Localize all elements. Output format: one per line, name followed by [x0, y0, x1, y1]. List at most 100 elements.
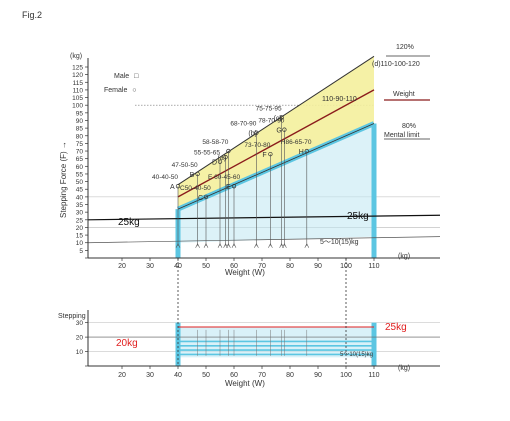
bottom-20kg-label: 20kg	[116, 338, 138, 349]
data-point-letter: F	[262, 152, 266, 159]
top-y-tick-label: 10	[76, 240, 84, 247]
top-y-unit: (kg)	[70, 53, 82, 60]
data-point-label: H86-65-70	[281, 139, 312, 146]
data-point-label: 55-55-65	[194, 150, 220, 157]
top-x-tick-label: 50	[202, 263, 210, 270]
data-point-letter: (c)	[274, 115, 282, 122]
top-y-tick-label: 80	[76, 133, 84, 140]
data-point-marker	[304, 148, 309, 154]
label-mental-limit: Mental limit	[384, 132, 419, 139]
figure-label: Fig.2	[22, 10, 43, 20]
bottom-x-axis-label: Weight (W)	[225, 379, 265, 388]
point-base-arrow	[254, 243, 259, 248]
data-point-label: 40-40-50	[152, 174, 178, 181]
point-base-arrow	[231, 243, 237, 248]
data-point-label: 75-75-95	[256, 105, 282, 112]
data-point-label: 73-70-80	[244, 142, 270, 149]
top-y-tick-label: 100	[72, 103, 83, 110]
series-weight-line	[177, 89, 375, 198]
top-y-tick-label: 60	[76, 164, 84, 171]
top-y-tick-label: 40	[76, 194, 84, 201]
data-point-marker	[268, 151, 273, 157]
data-point-marker	[223, 155, 228, 160]
data-point-marker	[254, 130, 259, 135]
bottom-y-ticks: 10 20 30	[76, 320, 88, 367]
threshold-25kg-right-label: 25kg	[347, 211, 369, 222]
data-point-marker	[203, 194, 209, 200]
top-y-axis-label: Stepping Force (F) →	[59, 141, 68, 218]
top-x-tick-label: 80	[286, 263, 294, 270]
data-point-letter: E	[226, 184, 231, 191]
bottom-5-10kg-label: 5～10(15)kg	[340, 352, 373, 358]
bottom-x-tick-label: 40	[174, 372, 182, 379]
top-y-tick-label: 105	[72, 95, 83, 102]
point-base-arrow	[268, 243, 273, 248]
top-y-tick-label: 65	[76, 156, 84, 163]
bottom-x-tick-label: 100	[340, 372, 352, 379]
threshold-5-10kg-label: 5～10(15)kg	[320, 239, 359, 246]
data-point-letter: G	[276, 128, 281, 135]
data-point-marker	[231, 184, 237, 189]
threshold-25kg-left-label: 25kg	[118, 217, 140, 228]
series-120-percent-line	[177, 55, 375, 186]
data-point-label: 78-70-90	[258, 118, 284, 125]
top-y-tick-label: 90	[76, 118, 84, 125]
top-lines	[87, 55, 441, 244]
bottom-x-ticks: 20 30 40 50 60 70 80 90 100 110	[118, 366, 380, 379]
bottom-x-unit: (kg)	[398, 365, 410, 372]
label-110-90-110: 110-90-110	[322, 96, 357, 103]
top-y-tick-label: 95	[76, 110, 84, 117]
top-x-axis-label: Weight (W)	[225, 268, 265, 277]
bottom-x-tick-label: 50	[202, 372, 210, 379]
bottom-y-tick-label: 10	[76, 349, 84, 356]
threshold-25kg-line	[87, 214, 441, 221]
bottom-x-tick-label: 20	[118, 372, 126, 379]
top-y-ticks: 5101520253035404550556065707580859095100…	[72, 65, 88, 259]
bottom-25kg-label: 25kg	[385, 322, 407, 333]
bottom-bands	[88, 322, 440, 366]
top-y-tick-label: 125	[72, 65, 83, 72]
bottom-x-tick-label: 60	[230, 372, 238, 379]
point-base-arrow	[175, 243, 181, 248]
data-point-letter: (b)	[248, 131, 257, 138]
label-weight: Weight	[393, 91, 415, 98]
cyan-region	[178, 123, 374, 243]
data-point-letter: H	[299, 149, 304, 156]
data-point-marker	[217, 159, 223, 164]
top-y-tick-label: 20	[76, 225, 84, 232]
label-d-point: (d)110-100-120	[372, 61, 420, 68]
bottom-x-tick-label: 70	[258, 372, 266, 379]
point-base-arrow	[304, 243, 310, 248]
label-80-percent: 80%	[402, 123, 416, 130]
top-y-tick-label: 5	[79, 248, 83, 255]
point-base-arrow	[195, 243, 200, 248]
top-y-tick-label: 120	[72, 72, 83, 79]
bottom-x-tick-label: 110	[368, 372, 379, 379]
legend-female: Female ○	[104, 87, 137, 94]
data-point-letter: D	[212, 160, 217, 167]
data-point-label: E 60-45-60	[208, 174, 241, 181]
data-point-marker	[279, 115, 284, 120]
top-y-tick-label: 115	[73, 80, 84, 87]
series-80-percent-line	[177, 123, 375, 210]
bottom-y-axis-label: Stepping	[58, 313, 86, 320]
top-bands	[175, 56, 377, 258]
data-point-letter: C	[198, 195, 203, 202]
top-x-tick-label: 90	[314, 263, 322, 270]
point-base-arrow	[203, 243, 209, 248]
legend-male: Male □	[114, 73, 139, 80]
top-y-tick-label: 85	[76, 126, 84, 133]
point-base-arrow	[282, 243, 287, 248]
data-point-label: C50-40-50	[180, 185, 211, 192]
bottom-x-tick-label: 80	[286, 372, 294, 379]
top-y-tick-label: 45	[76, 187, 84, 194]
data-point-marker	[226, 148, 231, 154]
top-y-tick-label: 25	[76, 217, 84, 224]
data-point-marker	[175, 184, 181, 189]
top-x-tick-label: 110	[368, 263, 379, 270]
top-x-tick-label: 70	[258, 263, 266, 270]
top-y-tick-label: 75	[76, 141, 84, 148]
data-point-letter: A	[170, 184, 175, 191]
data-point-label: 58-58-70	[202, 139, 228, 146]
